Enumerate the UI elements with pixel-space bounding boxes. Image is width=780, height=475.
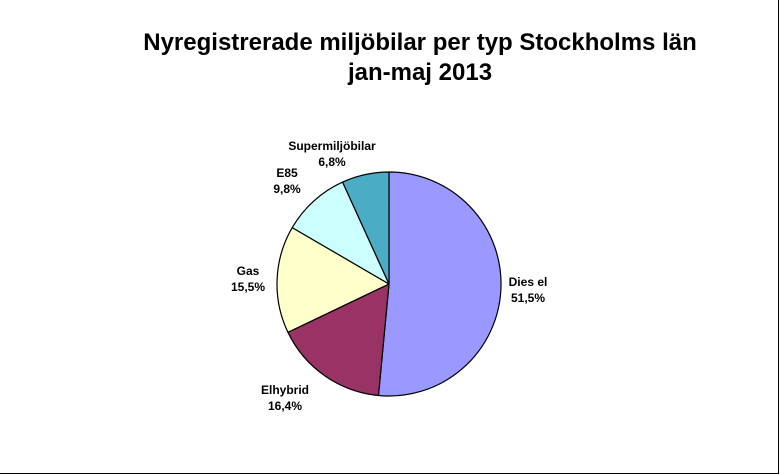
slice-name-label: Elhybrid <box>261 383 309 397</box>
slice-name-label: Supermiljöbilar <box>288 139 376 153</box>
slice-value-label: 16,4% <box>268 399 302 413</box>
pie-slices <box>276 171 502 397</box>
pie-slice-diesel <box>377 171 502 397</box>
slice-label-supermiljöbilar: Supermiljöbilar 6,8% <box>288 139 376 169</box>
pie-slice-elhybrid <box>287 283 390 397</box>
slice-name-label: Gas <box>237 264 260 278</box>
slice-label-diesel: Dies el 51,5% <box>509 275 548 305</box>
slice-value-label: 9,8% <box>273 182 301 196</box>
slice-label-elhybrid: Elhybrid 16,4% <box>261 383 309 413</box>
slice-value-label: 51,5% <box>511 291 545 305</box>
chart-title-line2: jan-maj 2013 <box>347 59 493 86</box>
slice-name-label: Dies el <box>509 275 548 289</box>
pie-labels: Dies el 51,5% Elhybrid 16,4% Gas 15,5% E85 9,8%… <box>231 139 547 413</box>
pie-slice-gas <box>276 226 390 333</box>
slice-label-gas: Gas 15,5% <box>231 264 265 294</box>
pie-slice-supermiljöbilar <box>341 171 390 285</box>
slice-value-label: 6,8% <box>318 155 346 169</box>
slice-value-label: 15,5% <box>231 280 265 294</box>
chart-title-line1: Nyregistrerade miljöbilar per typ Stockh… <box>143 29 697 56</box>
slice-label-e85: E85 9,8% <box>273 166 301 196</box>
slice-name-label: E85 <box>276 166 298 180</box>
chart-title: Nyregistrerade miljöbilar per typ Stockh… <box>0 28 780 88</box>
